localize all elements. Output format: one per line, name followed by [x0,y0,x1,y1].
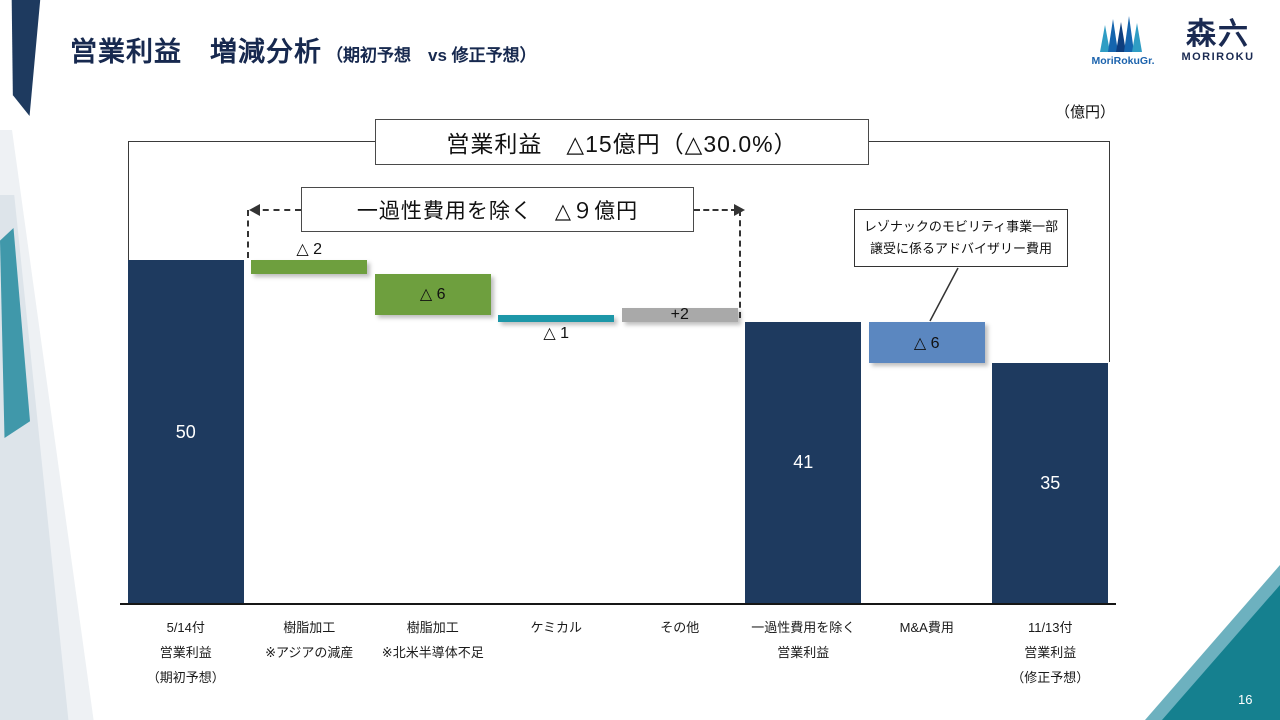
ma-cost-note-line2: 譲受に係るアドバイザリー費用 [869,241,1052,256]
moriroku-logo: 森六 MORIROKU [1176,18,1260,63]
bracket-line-right-horizontal [869,141,1110,142]
title-main: 営業利益 増減分析 [70,37,322,67]
x-axis-label-ma-cost: M&A費用 [899,620,954,635]
bar-value-revised-forecast: 35 [1040,473,1061,494]
bracket-line-left-horizontal [128,141,375,142]
excl-one-time-text: 一過性費用を除く △９億円 [356,199,639,223]
decoration-left-band-mid [0,195,69,720]
decoration-left-band-light [0,130,94,720]
bar-value-chemical: △ 1 [543,324,570,342]
title-sub: （期初予想 vs 修正予想） [326,46,537,65]
bar-resin-asia [251,260,368,274]
decoration-bottom-right-main [1162,585,1280,720]
x-axis-label-excl-one-time: 一過性費用を除く 営業利益 [751,620,856,660]
dashed-line-right-vertical [739,210,741,318]
dashed-line-left-vertical [247,210,249,258]
bar-value-excl-one-time: 41 [793,452,814,473]
annotation-connector-line [929,267,959,322]
trees-icon [1094,16,1152,56]
bar-value-resin-na-semi: △ 6 [419,286,446,304]
x-axis-label-initial-forecast: 5/14付 営業利益 （期初予想） [146,620,225,685]
bracket-line-left-vertical [128,141,129,260]
slide-title: 営業利益 増減分析 （期初予想 vs 修正予想） [70,30,537,69]
ma-cost-note: レゾナックのモビリティ事業一部 譲受に係るアドバイザリー費用 [854,209,1068,267]
left-arrowhead-icon [243,204,260,216]
ma-cost-note-line1: レゾナックのモビリティ事業一部 [863,218,1059,234]
decoration-top-left [11,0,41,116]
bar-ma-cost [868,321,985,364]
decoration-left-teal-sliver [0,228,30,438]
bar-value-ma-cost: △ 6 [913,334,940,352]
right-arrowhead-icon [734,204,751,216]
bar-value-initial-forecast: 50 [175,421,196,442]
x-axis-label-resin-asia: 樹脂加工 ※アジアの減産 [265,620,354,660]
moriroku-group-logo: MoriRokuGr. [1085,16,1161,67]
bar-excl-one-time [745,321,862,604]
x-axis-label-others: その他 [660,620,700,635]
waterfall-chart: 50 5/14付 営業利益 （期初予想） △ 2 樹脂加工 ※アジアの減産 △ 6 樹脂加工 ※北… [124,115,1112,715]
bar-revised-forecast [992,363,1109,604]
x-axis-label-resin-na-semi: 樹脂加工 ※北米半導体不足 [381,620,484,660]
bar-initial-forecast [127,260,244,604]
moriroku-kanji: 森六 [1186,18,1250,51]
total-change-callout: 営業利益 △15億円（△30.0%） [375,119,869,165]
unit-label: （億円） [1054,104,1115,121]
x-axis-label-revised-forecast: 11/13付 営業利益 （修正予想） [1011,620,1090,685]
x-axis-label-chemical: ケミカル [530,620,583,635]
page-number: 16 [1238,692,1253,707]
moriroku-group-text: MoriRokuGr. [1091,55,1155,67]
bar-chemical [498,315,615,322]
bar-others [621,308,738,322]
x-axis-line [120,603,1116,605]
decoration-bottom-right-light [1145,565,1280,720]
dashed-line-left [252,209,301,211]
dashed-line-right [694,209,737,211]
bar-value-others: +2 [670,306,689,324]
bar-value-resin-asia: △ 2 [296,241,323,258]
total-change-text: 営業利益 △15億円（△30.0%） [446,131,798,157]
bracket-line-right-vertical [1109,141,1110,362]
bar-resin-na-semi [374,273,491,316]
excl-one-time-callout: 一過性費用を除く △９億円 [301,187,694,232]
moriroku-roman: MORIROKU [1181,51,1255,63]
